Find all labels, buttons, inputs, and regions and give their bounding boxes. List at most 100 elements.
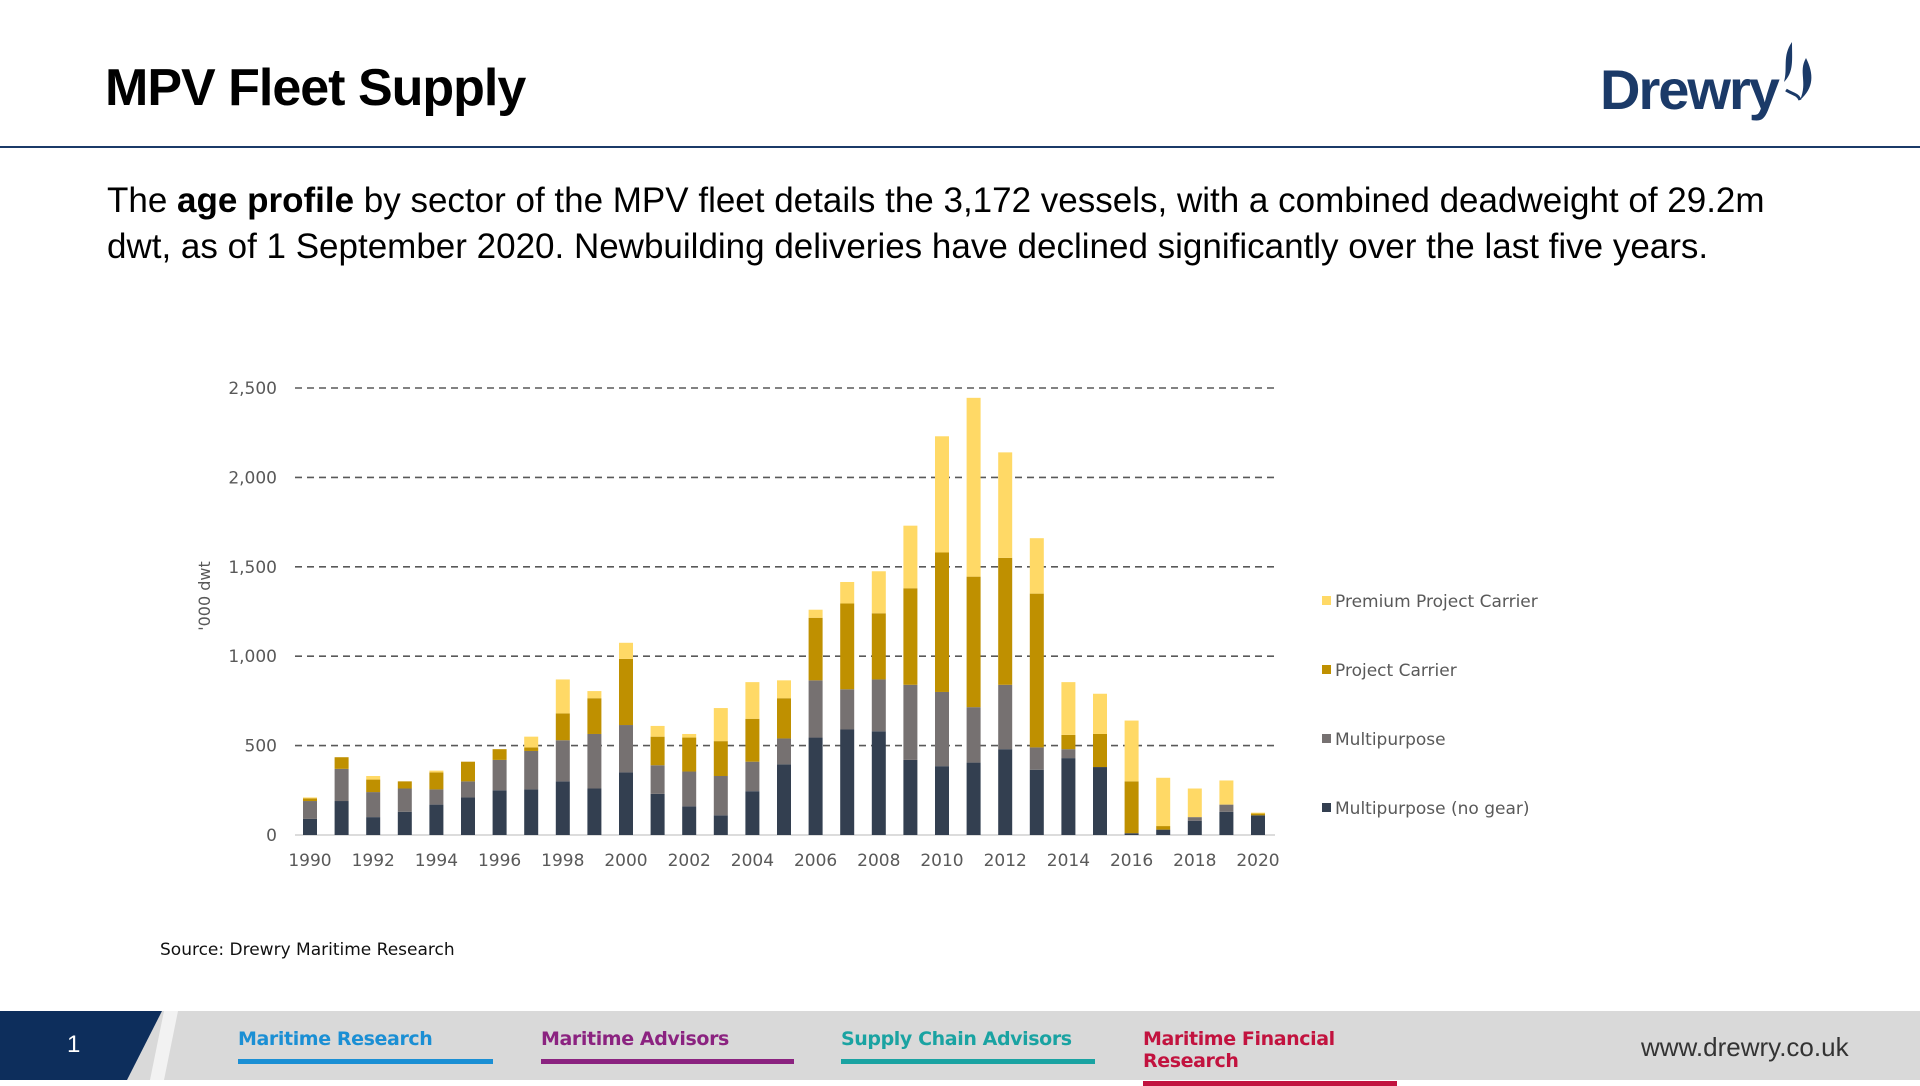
bar-segment (1156, 777, 1171, 827)
bar-segment (1029, 769, 1044, 835)
bar-segment (903, 684, 918, 760)
bar-segment (429, 804, 444, 835)
bar-segment (998, 452, 1013, 558)
x-tick-label: 2018 (1173, 851, 1216, 871)
maritime-research-underline (238, 1059, 493, 1064)
bar-segment (1061, 758, 1076, 835)
bar-segment (1156, 826, 1171, 830)
bar-segment (745, 682, 760, 719)
bar-segment (998, 557, 1013, 685)
maritime-research-link[interactable]: Maritime Research (238, 1028, 493, 1064)
bar-segment (587, 788, 602, 835)
drewry-logo[interactable]: Drewry (1600, 38, 1822, 122)
bar-segment (840, 581, 855, 604)
bar-segment (1061, 734, 1076, 750)
bar-segment (1251, 815, 1265, 835)
bar-segment (303, 798, 317, 802)
bar-segment (998, 684, 1013, 750)
supply-chain-advisors-link[interactable]: Supply Chain Advisors (841, 1028, 1095, 1064)
bar-segment (650, 793, 665, 835)
bar-segment (619, 725, 633, 773)
bar-segment (966, 707, 981, 763)
maritime-advisors-label: Maritime Advisors (541, 1028, 729, 1050)
bar-segment (303, 801, 317, 819)
bar-segment (777, 738, 791, 765)
bar-segment (935, 691, 949, 767)
y-tick-label: 1,500 (228, 558, 277, 578)
bar-segment (713, 741, 728, 776)
bar-segment (682, 806, 697, 835)
bar-segment (303, 818, 317, 835)
page-title: MPV Fleet Supply (105, 59, 526, 117)
bar-segment (555, 781, 570, 835)
legend-swatch (1322, 665, 1331, 674)
x-tick-label: 2014 (1047, 851, 1090, 871)
bar-segment (966, 397, 981, 577)
intro-paragraph: The age profile by sector of the MPV fle… (107, 178, 1807, 270)
bar-segment (492, 759, 507, 791)
bar-segment (840, 603, 855, 690)
bar-segment (935, 552, 949, 692)
x-tick-label: 1994 (415, 851, 458, 871)
bar-segment (1219, 811, 1234, 835)
x-tick-label: 1992 (352, 851, 395, 871)
bar-segment (966, 576, 981, 708)
bar-segment (461, 781, 475, 798)
page-number-box: 1 (0, 1011, 162, 1080)
intro-text-start: The (107, 181, 178, 220)
bar-segment (492, 749, 507, 760)
x-tick-label: 1998 (541, 851, 584, 871)
y-tick-label: 2,000 (228, 468, 277, 488)
bar-segment (555, 713, 570, 741)
bar-segment (713, 775, 728, 816)
bar-segment (619, 642, 633, 659)
legend-label: Premium Project Carrier (1335, 592, 1538, 612)
bar-segment (1124, 781, 1139, 834)
bar-segment (524, 747, 539, 751)
maritime-advisors-link[interactable]: Maritime Advisors (541, 1028, 794, 1064)
intro-bold-term: age profile (177, 181, 355, 220)
legend-label: Multipurpose (1335, 730, 1446, 750)
bar-segment (334, 768, 349, 802)
bar-segment (429, 770, 444, 773)
bar-segment (366, 792, 381, 818)
bar-segment (366, 779, 381, 793)
bar-segment (1124, 833, 1139, 835)
fleet-age-chart: 0 500 1,000 1,500 2,000 2,500 '000 dwt 1990 1992… (195, 379, 1538, 871)
legend-label: Multipurpose (no gear) (1335, 799, 1530, 819)
bar-segment (871, 613, 886, 680)
maritime-financial-research-label: Maritime Financial Research (1143, 1028, 1335, 1072)
bar-segment (903, 588, 918, 685)
bar-segment (682, 771, 697, 807)
bar-segment (587, 733, 602, 789)
bar-segment (682, 733, 697, 738)
bar-segment (334, 801, 349, 835)
maritime-research-label: Maritime Research (238, 1028, 433, 1050)
maritime-financial-research-link[interactable]: Maritime Financial Research (1143, 1028, 1397, 1086)
bar-segment (871, 731, 886, 835)
bar-segment (935, 766, 949, 835)
bar-segment (397, 781, 412, 789)
bar-segment (555, 679, 570, 714)
bar-segment (840, 729, 855, 835)
y-tick-label: 0 (266, 826, 277, 846)
x-tick-label: 1990 (288, 851, 331, 871)
bar-segment (1219, 780, 1234, 805)
bar-segment (303, 797, 317, 799)
bar-segment (1093, 733, 1107, 768)
bar-segment (587, 698, 602, 734)
bar-segment (429, 789, 444, 805)
bar-segment (713, 708, 728, 742)
bar-segment (808, 680, 823, 738)
bar-segment (492, 790, 507, 835)
website-link[interactable]: www.drewry.co.uk (1641, 1032, 1849, 1062)
bar-segment (808, 609, 823, 618)
bar-segment (1029, 747, 1044, 770)
bar-segment (777, 698, 791, 739)
bar-segment (1251, 812, 1265, 814)
bar-segment (903, 759, 918, 835)
footer-bar: 1 Maritime Research Maritime Advisors Su… (0, 1011, 1920, 1086)
x-tick-label: 2000 (604, 851, 647, 871)
bar-segment (334, 757, 349, 769)
legend-label: Project Carrier (1335, 661, 1457, 681)
